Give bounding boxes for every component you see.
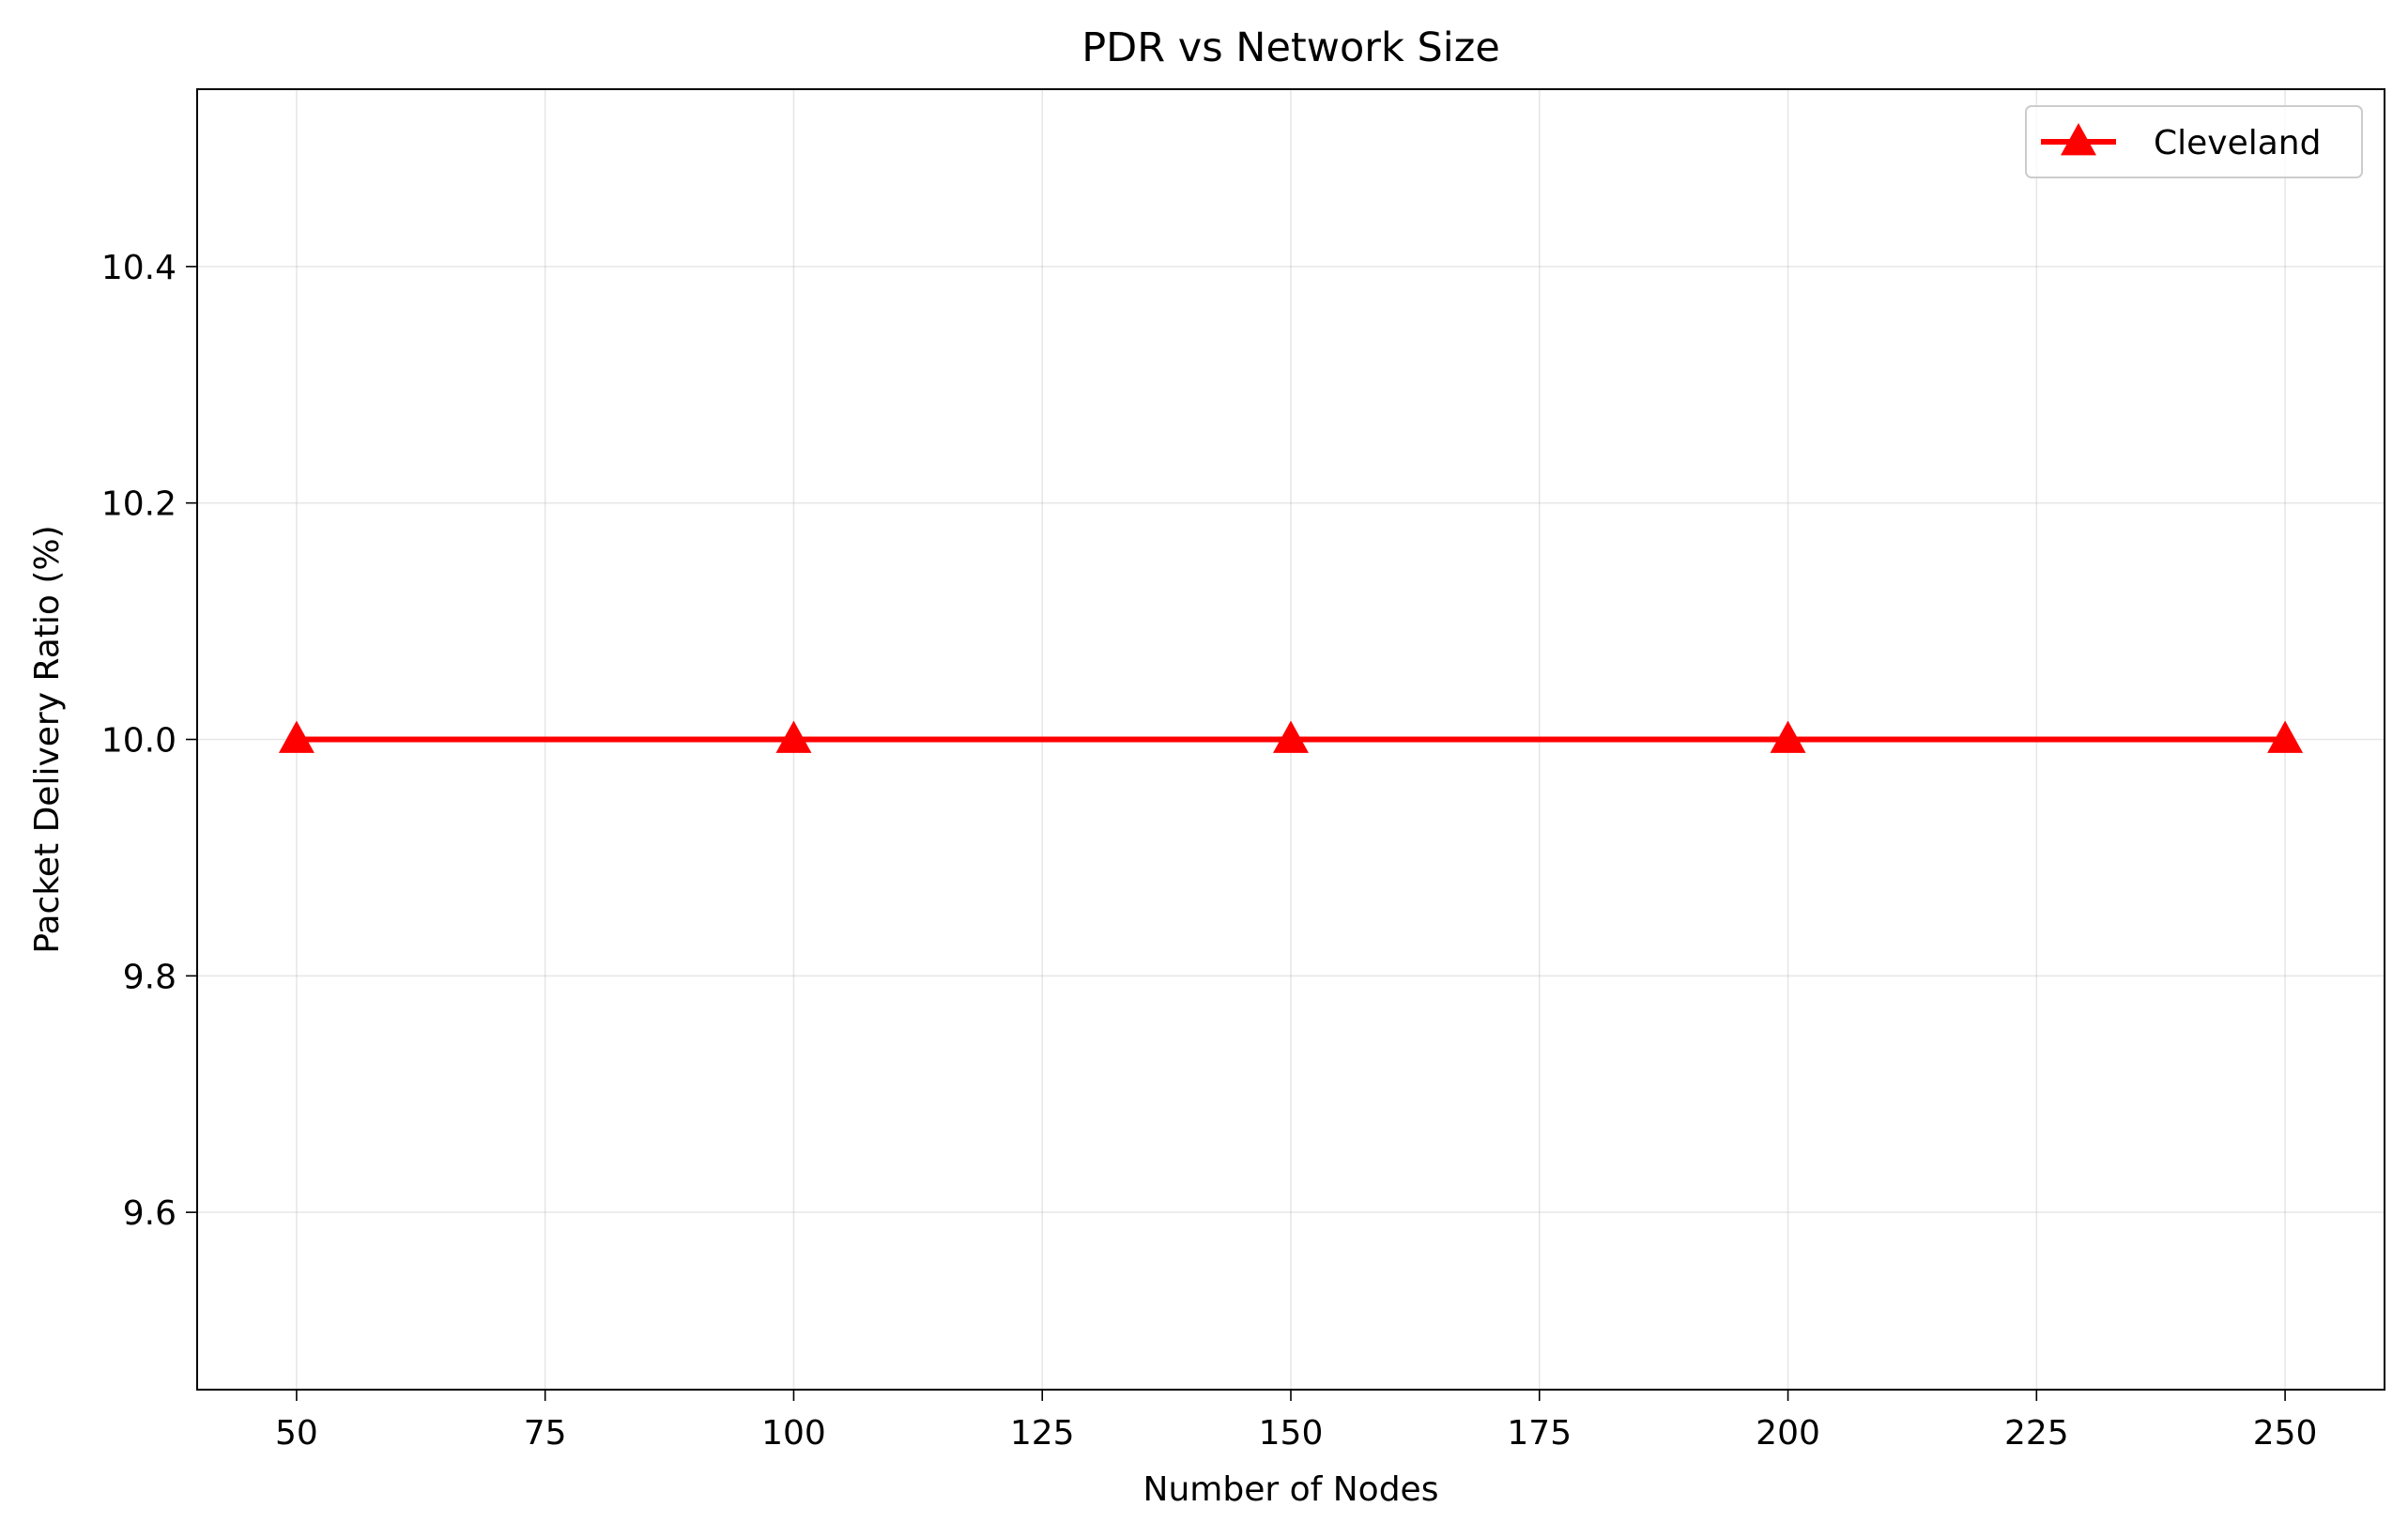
- y-tick-label: 9.6: [123, 1194, 176, 1233]
- legend: Cleveland: [2025, 105, 2363, 178]
- x-axis: 50 75 100 125 150 175 200 225 250: [275, 1390, 2317, 1453]
- x-tick-label: 200: [1756, 1414, 1820, 1453]
- data-point: [1770, 720, 1806, 753]
- y-tick-label: 10.2: [101, 485, 176, 524]
- legend-label: Cleveland: [2154, 124, 2321, 162]
- x-tick-label: 100: [761, 1414, 826, 1453]
- x-tick-label: 175: [1507, 1414, 1572, 1453]
- y-axis-label: Packet Delivery Ratio (%): [28, 525, 67, 953]
- x-tick-label: 250: [2253, 1414, 2318, 1453]
- x-tick-label: 125: [1010, 1414, 1075, 1453]
- x-axis-label: Number of Nodes: [1143, 1470, 1439, 1509]
- y-axis: 9.6 9.8 10.0 10.2 10.4: [101, 249, 197, 1233]
- series-layer: [278, 720, 2304, 753]
- x-tick-label: 150: [1259, 1414, 1324, 1453]
- data-point: [775, 720, 812, 753]
- x-tick-label: 50: [275, 1414, 318, 1453]
- y-tick-label: 9.8: [123, 958, 176, 996]
- chart-title: PDR vs Network Size: [1081, 24, 1500, 71]
- y-tick-label: 10.4: [101, 249, 176, 287]
- data-point: [1273, 720, 1309, 753]
- legend-marker: [2061, 123, 2096, 156]
- y-tick-label: 10.0: [101, 722, 176, 761]
- legend-box: [2025, 105, 2363, 178]
- data-point: [2267, 720, 2304, 753]
- x-tick-label: 225: [2004, 1414, 2069, 1453]
- data-point: [278, 720, 314, 753]
- x-tick-label: 75: [524, 1414, 567, 1453]
